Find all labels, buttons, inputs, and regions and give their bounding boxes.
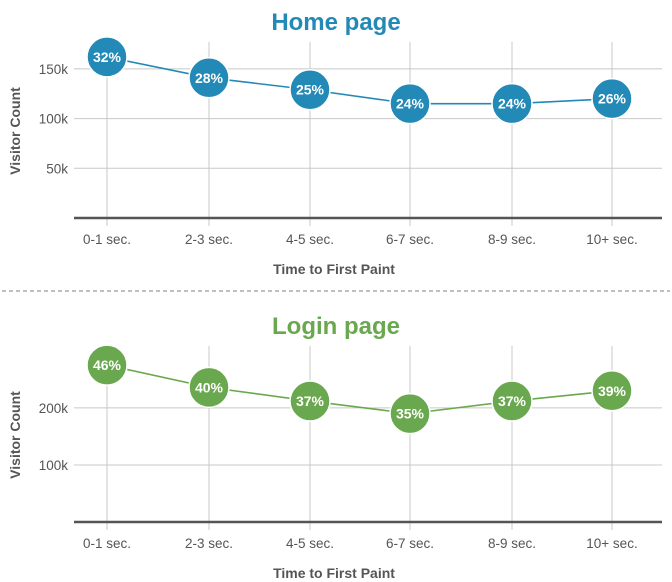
chart-title: Home page (271, 9, 400, 36)
x-axis-title: Time to First Paint (273, 565, 395, 581)
data-point (591, 370, 633, 412)
data-point (389, 392, 431, 435)
data-label: 37% (296, 393, 325, 409)
x-tick-label: 6-7 sec. (386, 536, 434, 551)
data-label: 39% (598, 383, 627, 399)
y-axis-title: Visitor Count (7, 391, 23, 479)
data-label: 25% (296, 82, 325, 98)
x-tick-label: 10+ sec. (586, 232, 637, 247)
data-label: 37% (498, 393, 527, 409)
x-tick-label: 8-9 sec. (488, 536, 536, 551)
series-line (106, 364, 613, 415)
x-tick-label: 0-1 sec. (83, 536, 131, 551)
data-point (289, 380, 331, 422)
data-label: 35% (396, 406, 425, 422)
data-label: 24% (498, 96, 527, 112)
data-point (188, 57, 230, 99)
data-point (491, 82, 533, 125)
y-tick-label: 100k (39, 458, 69, 473)
x-tick-label: 0-1 sec. (83, 232, 131, 247)
data-point (389, 82, 431, 125)
data-point (86, 36, 128, 78)
x-tick-label: 8-9 sec. (488, 232, 536, 247)
y-tick-label: 150k (39, 62, 69, 77)
x-tick-label: 2-3 sec. (185, 232, 233, 247)
x-axis-title: Time to First Paint (273, 261, 395, 277)
data-label: 28% (195, 70, 224, 86)
x-tick-label: 10+ sec. (586, 536, 637, 551)
chart-panel-2: Login page 100k 200k 0-1 sec. 2-3 sec. 4-5 se… (7, 313, 662, 581)
y-axis-title: Visitor Count (7, 87, 23, 175)
series-line (106, 56, 613, 105)
data-point (188, 366, 230, 409)
data-point (491, 380, 533, 422)
data-label: 46% (93, 357, 122, 373)
data-label: 32% (93, 49, 122, 65)
x-tick-label: 4-5 sec. (286, 536, 334, 551)
data-label: 40% (195, 379, 224, 395)
y-tick-label: 50k (46, 161, 68, 176)
data-label: 26% (598, 91, 627, 107)
x-tick-label: 2-3 sec. (185, 536, 233, 551)
chart-title: Login page (272, 313, 400, 340)
data-point (289, 68, 331, 111)
y-tick-label: 100k (39, 112, 69, 127)
x-tick-label: 6-7 sec. (386, 232, 434, 247)
y-tick-label: 200k (39, 401, 69, 416)
x-tick-label: 4-5 sec. (286, 232, 334, 247)
data-label: 24% (396, 96, 425, 112)
data-point (591, 77, 633, 120)
chart-panel-1: Home page 50k 100k 150k 0-1 sec. 2-3 sec. 4-5 … (7, 9, 662, 277)
data-point (86, 344, 128, 386)
